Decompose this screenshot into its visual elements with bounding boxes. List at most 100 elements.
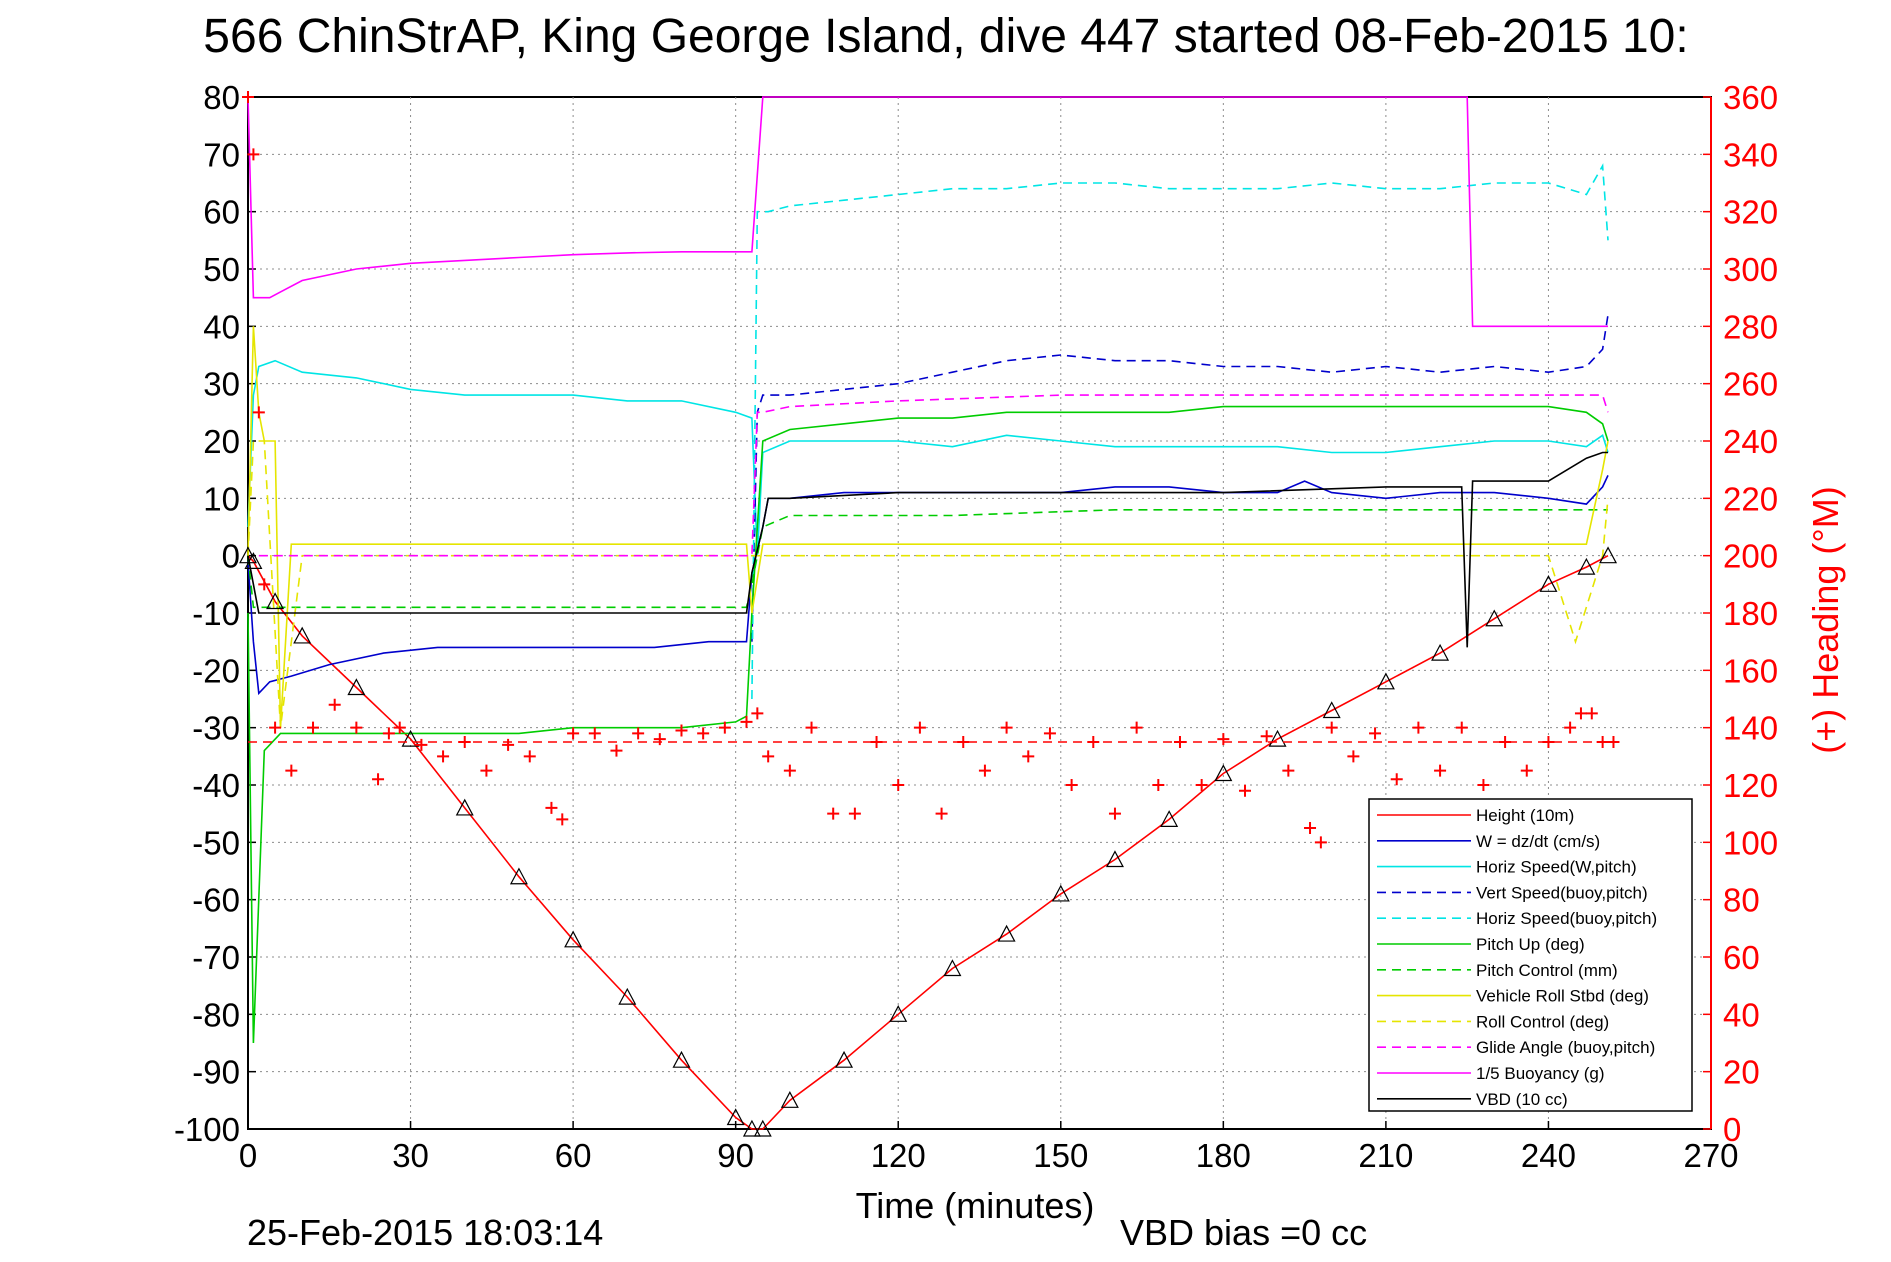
y-tick-label: -100: [174, 1111, 240, 1148]
y-axis-left: 80 70 60 50 40 30 20 10 0 -10 -20 -30 -40 -50 -60 -70 -8…: [174, 79, 256, 1148]
y-tick-label: 60: [203, 194, 240, 231]
heading-point: [588, 727, 601, 740]
heading-point: [783, 764, 796, 777]
y-right-tick-label: 120: [1723, 767, 1778, 804]
y-tick-label: -70: [192, 939, 240, 976]
y-tick-label: -10: [192, 595, 240, 632]
y-tick-label: -50: [192, 824, 240, 861]
heading-point: [632, 727, 645, 740]
heading-point: [1239, 784, 1252, 797]
x-tick-label: 0: [239, 1137, 257, 1174]
height-marker: [1268, 729, 1287, 747]
legend-entry: Vert Speed(buoy,pitch): [1476, 883, 1648, 902]
height-marker: [1577, 557, 1596, 575]
height-marker: [1485, 609, 1504, 627]
heading-point: [1282, 764, 1295, 777]
height-marker: [401, 729, 420, 747]
heading-point: [556, 813, 569, 826]
heading-point: [1152, 779, 1165, 791]
heading-point: [269, 721, 282, 734]
y-right-tick-label: 220: [1723, 480, 1778, 517]
y-right-tick-label: 80: [1723, 882, 1760, 919]
legend-entry: Pitch Up (deg): [1476, 935, 1585, 954]
heading-point: [350, 721, 363, 734]
series-line-9: [258, 394, 1609, 557]
heading-point: [1087, 736, 1100, 748]
height-marker: [293, 626, 312, 644]
x-axis: 0 30 60 90 120 150 180 210 240 270: [239, 1121, 1739, 1174]
height-marker: [672, 1050, 691, 1068]
height-marker: [889, 1005, 908, 1022]
series-line-3: [751, 314, 1609, 642]
legend-entry: Pitch Control (mm): [1476, 961, 1618, 980]
series-line-2: [247, 359, 1609, 556]
heading-point: [1542, 736, 1555, 748]
x-axis-label: Time (minutes): [856, 1185, 1095, 1226]
height-marker: [742, 1119, 761, 1137]
series-line-7: [247, 326, 1609, 728]
y-right-tick-label: 20: [1723, 1054, 1760, 1091]
series-line-8: [247, 440, 1609, 728]
heading-point: [480, 764, 493, 777]
height-marker: [1105, 850, 1124, 868]
legend-entry: VBD (10 cc): [1476, 1090, 1568, 1109]
heading-point: [762, 750, 775, 763]
heading-point: [1130, 721, 1143, 734]
height-marker: [1599, 546, 1618, 564]
heading-series: [242, 91, 1620, 849]
heading-point: [285, 764, 298, 777]
x-tick-label: 30: [392, 1137, 429, 1174]
x-tick-label: 150: [1033, 1137, 1088, 1174]
height-marker: [780, 1091, 799, 1108]
legend-entry: Horiz Speed(W,pitch): [1476, 858, 1637, 877]
y-tick-label: -90: [192, 1054, 240, 1091]
heading-point: [1596, 736, 1609, 748]
legend-entry: 1/5 Buoyancy (g): [1476, 1064, 1605, 1083]
heading-point: [1607, 736, 1620, 748]
heading-point: [437, 750, 450, 763]
x-tick-label: 60: [555, 1137, 592, 1174]
height-marker: [1322, 701, 1341, 719]
heading-point: [1347, 750, 1360, 763]
y-tick-label: -30: [192, 710, 240, 747]
y-right-tick-label: 160: [1723, 652, 1778, 689]
series-line-6: [247, 508, 1608, 609]
heading-point: [458, 736, 471, 748]
legend-entry: Height (10m): [1476, 806, 1574, 825]
x-tick-label: 270: [1683, 1137, 1738, 1174]
y-tick-label: -40: [192, 767, 240, 804]
series-line-0: [247, 554, 1609, 1130]
y-right-tick-label: 240: [1723, 423, 1778, 460]
y-tick-label: 20: [203, 423, 240, 460]
heading-point: [1325, 721, 1338, 734]
series-line-11: [247, 451, 1608, 648]
y-tick-label: 70: [203, 136, 240, 173]
heading-point: [675, 724, 688, 737]
height-marker: [509, 867, 528, 885]
legend-entry: Glide Angle (buoy,pitch): [1476, 1038, 1655, 1057]
heading-point: [1585, 707, 1598, 720]
height-marker: [1160, 810, 1179, 828]
heading-point: [848, 807, 861, 820]
y-right-tick-label: 40: [1723, 996, 1760, 1033]
heading-point: [1260, 730, 1273, 743]
y-tick-label: 80: [203, 79, 240, 116]
height-marker: [347, 678, 366, 696]
height-marker: [1214, 764, 1233, 782]
series-group: [239, 96, 1618, 1137]
series-line-10: [247, 96, 1608, 328]
legend-box: [1368, 798, 1693, 1112]
y-tick-label: 10: [203, 480, 240, 517]
y-axis-right-label: (+) Heading (°M): [1805, 486, 1846, 753]
heading-point: [523, 750, 536, 763]
heading-point: [718, 721, 731, 734]
heading-point: [1195, 779, 1208, 791]
legend-entry: Vehicle Roll Stbd (deg): [1476, 987, 1649, 1006]
y-right-tick-label: 0: [1723, 1111, 1741, 1148]
heading-point: [1000, 721, 1013, 734]
y-tick-label: -20: [192, 652, 240, 689]
series-line-4: [751, 163, 1609, 700]
y-tick-label: 0: [222, 538, 240, 575]
height-marker: [1376, 672, 1395, 690]
y-tick-label: 30: [203, 366, 240, 403]
